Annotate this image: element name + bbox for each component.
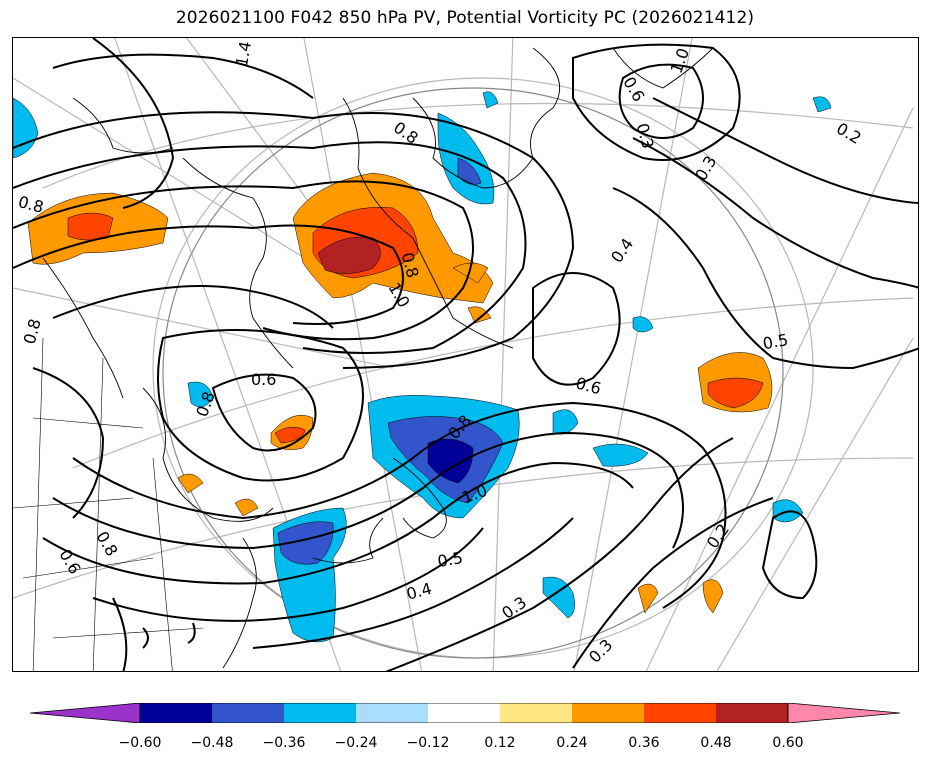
anomaly-positive-labrador-red xyxy=(274,426,306,444)
colorbar-bin xyxy=(716,703,788,723)
colorbar-tick-label: 0.48 xyxy=(700,735,732,751)
anomaly-positive-small-3 xyxy=(177,473,204,494)
anomaly-positive-small-6 xyxy=(637,583,659,614)
map-panel: 1.4 0.8 0.8 1.0 0.8 1.0 0.6 0.8 0.8 1.0 … xyxy=(12,37,919,672)
colorbar-bin xyxy=(140,703,212,723)
anomaly-negative-north-2 xyxy=(482,91,499,109)
contour-label: 0.3 xyxy=(585,635,616,666)
map-circle xyxy=(162,87,784,659)
contour-label: 0.6 xyxy=(574,373,604,398)
anomaly-positive-west-red xyxy=(67,212,114,241)
colorbar-tick-label: 0.12 xyxy=(484,735,516,751)
colorbar-tick-label: 0.36 xyxy=(628,735,660,751)
contour-label: 0.6 xyxy=(251,370,276,389)
contour-label: 0.8 xyxy=(16,192,46,217)
anomaly-negative-atl-2 xyxy=(592,443,649,467)
colorbar-bin xyxy=(644,703,716,723)
colorbar-tick-label: 0.24 xyxy=(556,735,588,751)
colorbar-bin xyxy=(356,703,428,723)
anomaly-negative-atl-5 xyxy=(812,96,832,113)
pv-contours xyxy=(13,38,918,671)
contour-label: 0.3 xyxy=(691,152,720,184)
anomaly-negative-north-mid xyxy=(457,157,482,185)
contour-label: 0.5 xyxy=(436,548,464,571)
colorbar-bin xyxy=(428,703,500,723)
anomaly-negative-newfoundland-mid xyxy=(277,521,334,565)
colorbar-tick-label: −0.12 xyxy=(406,735,450,751)
contour-label: 0.2 xyxy=(833,119,865,148)
contour-label: 0.8 xyxy=(20,317,45,347)
contour-label: 0.4 xyxy=(607,235,637,267)
anomaly-positive-small-1 xyxy=(452,262,489,284)
anomaly-negative-nw xyxy=(13,97,39,159)
anomaly-positive-small-5 xyxy=(702,579,724,614)
colorbar-tick-label: −0.36 xyxy=(262,735,306,751)
colorbar-tick-label: −0.48 xyxy=(190,735,234,751)
contour-label: 0.5 xyxy=(761,330,789,353)
colorbar xyxy=(30,703,900,723)
anomaly-negative-central-dark xyxy=(427,438,474,484)
anomaly-positive-small-2 xyxy=(467,306,492,324)
anomaly-positive-greenland-dark xyxy=(317,236,381,274)
contour-label: 0.3 xyxy=(498,593,530,623)
anomaly-negative-atl-1 xyxy=(552,409,579,435)
colorbar-extend-max xyxy=(787,703,900,723)
anomaly-positive-small-4 xyxy=(234,498,259,517)
anomaly-negative-south xyxy=(542,576,575,619)
colorbar-bin xyxy=(284,703,356,723)
colorbar-bin xyxy=(500,703,572,723)
map-canvas: 1.4 0.8 0.8 1.0 0.8 1.0 0.6 0.8 0.8 1.0 … xyxy=(13,38,918,671)
colorbar-tick-label: −0.24 xyxy=(334,735,378,751)
contour-label: 0.3 xyxy=(633,121,658,151)
contour-label: 1.0 xyxy=(667,46,694,76)
contour-label: 0.2 xyxy=(703,520,733,552)
anomaly-negative-hudson xyxy=(187,381,214,408)
anomaly-positive-east-atl-red xyxy=(707,377,764,409)
contour-label: 1.4 xyxy=(232,40,255,68)
colorbar-tick-label: 0.60 xyxy=(772,735,804,751)
anomaly-negative-atl-4 xyxy=(632,316,654,333)
colorbar-tick-label: −0.60 xyxy=(118,735,162,751)
colorbar-outline xyxy=(139,703,789,723)
map-title: 2026021100 F042 850 hPa PV, Potential Vo… xyxy=(175,8,755,28)
contour-label: 0.6 xyxy=(55,546,84,578)
colorbar-extend-min xyxy=(30,703,141,723)
colorbar-bin xyxy=(212,703,284,723)
colorbar-bin xyxy=(572,703,644,723)
